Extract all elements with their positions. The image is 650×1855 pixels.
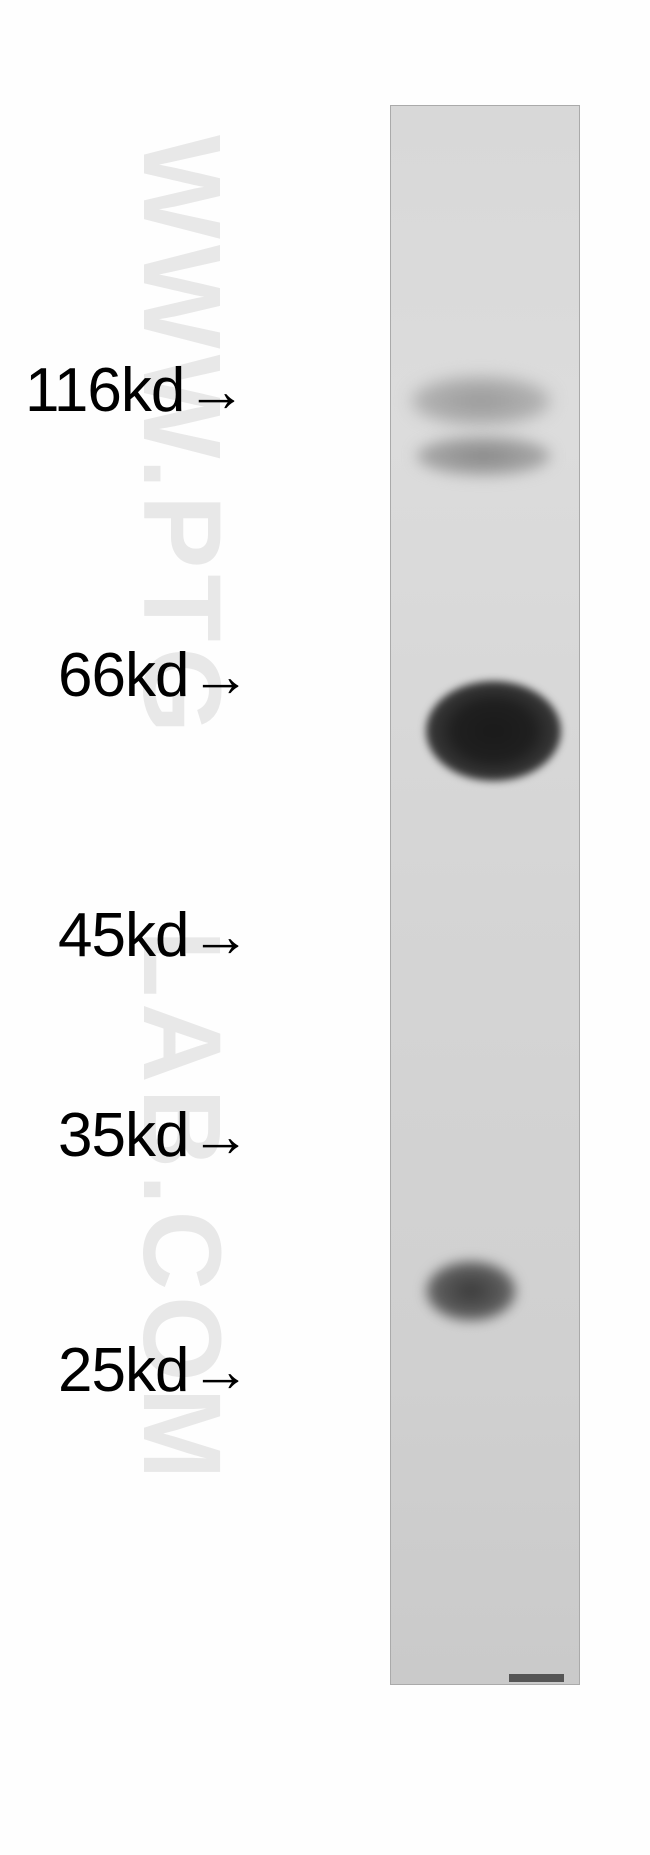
band-main-60kd [426, 681, 561, 781]
arrow-icon: → [190, 901, 250, 970]
blot-container: 116kd → 66kd → 45kd → 35kd → 25kd → WWW.… [0, 0, 650, 1855]
marker-label-25: 25kd [58, 1335, 188, 1406]
marker-label-116: 116kd [25, 355, 184, 426]
marker-35kd: 35kd → [58, 1100, 250, 1171]
marker-66kd: 66kd → [58, 640, 250, 711]
marker-label-66: 66kd [58, 640, 188, 711]
arrow-icon: → [190, 1336, 250, 1405]
marker-45kd: 45kd → [58, 900, 250, 971]
marker-label-35: 35kd [58, 1100, 188, 1171]
band-116kd-lower [416, 436, 551, 476]
marker-label-45: 45kd [58, 900, 188, 971]
arrow-icon: → [186, 356, 246, 425]
marker-25kd: 25kd → [58, 1335, 250, 1406]
strip-bottom-mark [509, 1674, 564, 1682]
blot-membrane-strip [390, 105, 580, 1685]
band-28kd [426, 1261, 516, 1321]
arrow-icon: → [190, 641, 250, 710]
marker-116kd: 116kd → [25, 355, 246, 426]
band-116kd-upper [411, 376, 551, 426]
arrow-icon: → [190, 1101, 250, 1170]
